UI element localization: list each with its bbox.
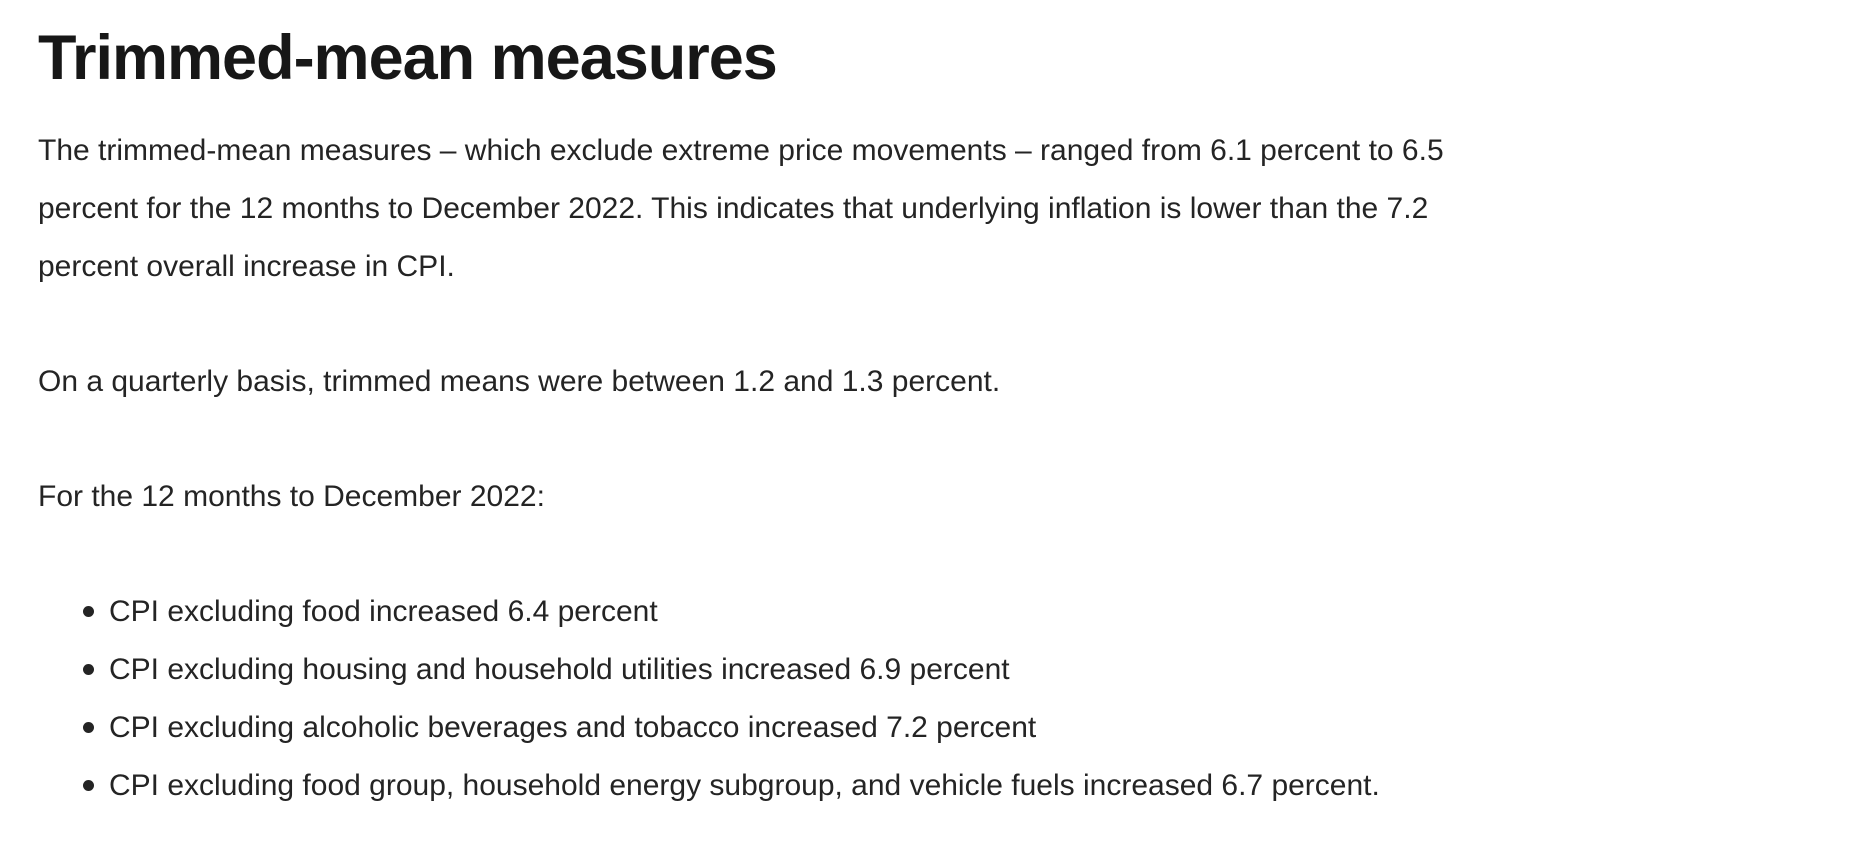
list-item-cpi-excluding-food: CPI excluding food increased 6.4 percent [38,583,1518,641]
cpi-exclusion-list: CPI excluding food increased 6.4 percent… [38,583,1518,815]
list-item-cpi-excluding-alcohol-tobacco: CPI excluding alcoholic beverages and to… [38,699,1518,757]
paragraph-list-intro: For the 12 months to December 2022: [38,480,545,513]
list-item-cpi-excluding-housing: CPI excluding housing and household util… [38,641,1518,699]
list-item-cpi-excluding-food-energy-fuels: CPI excluding food group, household ener… [38,757,1518,815]
paragraph-trimmed-mean-summary: The trimmed-mean measures – which exclud… [38,134,1444,283]
page-title: Trimmed-mean measures [38,23,778,93]
paragraph-quarterly-basis: On a quarterly basis, trimmed means were… [38,365,1001,398]
article-content: Trimmed-mean measures The trimmed-mean m… [38,23,1518,815]
